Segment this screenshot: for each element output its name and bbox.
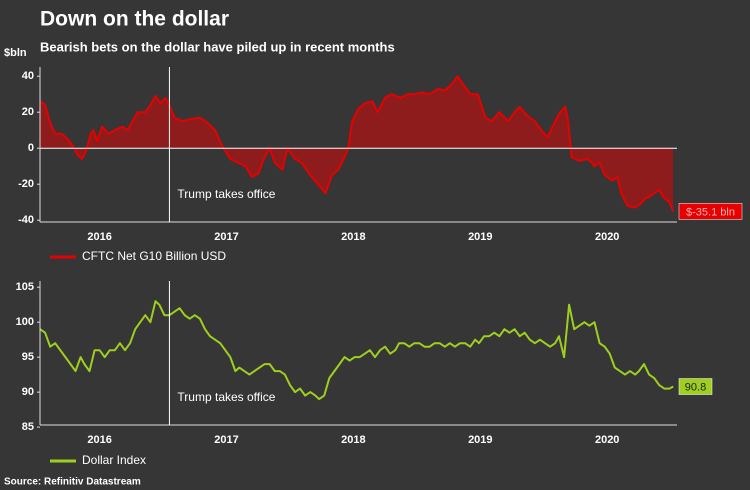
- y-tick-label: 100: [16, 316, 34, 328]
- chart-title: Down on the dollar: [40, 8, 229, 31]
- x-tick-label: 2019: [468, 231, 492, 243]
- y-tick-label: -20: [18, 178, 34, 190]
- y-tick-label: -40: [18, 214, 34, 226]
- x-tick-label: 2020: [595, 231, 619, 243]
- y-axis-label: $bln: [4, 47, 27, 59]
- y-tick-label: 95: [22, 351, 34, 363]
- y-tick-label: 20: [22, 106, 34, 118]
- legend-label: Dollar Index: [82, 453, 146, 467]
- y-tick-label: 0: [28, 142, 34, 154]
- chart-subtitle: Bearish bets on the dollar have piled up…: [40, 39, 395, 54]
- x-tick-label: 2018: [341, 231, 365, 243]
- x-tick-label: 2017: [214, 434, 238, 446]
- x-tick-label: 2019: [468, 434, 492, 446]
- x-tick-label: 2017: [214, 231, 238, 243]
- legend-label: CFTC Net G10 Billion USD: [82, 249, 226, 263]
- end-label: $-35.1 bln: [686, 206, 735, 218]
- y-tick-label: 90: [22, 386, 34, 398]
- y-tick-label: 85: [22, 421, 34, 433]
- annotation-text: Trump takes office: [177, 390, 275, 404]
- end-label: 90.8: [685, 381, 706, 393]
- x-tick-label: 2018: [341, 434, 365, 446]
- x-tick-label: 2016: [87, 231, 111, 243]
- source: Source: Refinitiv Datastream: [4, 477, 141, 488]
- area: [40, 76, 674, 212]
- line: [39, 300, 674, 401]
- y-tick-label: 105: [16, 281, 34, 293]
- annotation-text: Trump takes office: [177, 187, 275, 201]
- line: [39, 75, 675, 212]
- end-label-box: [678, 378, 713, 395]
- end-label-box: [678, 203, 743, 220]
- y-tick-label: 40: [22, 70, 34, 82]
- x-tick-label: 2020: [595, 434, 619, 446]
- x-tick-label: 2016: [87, 434, 111, 446]
